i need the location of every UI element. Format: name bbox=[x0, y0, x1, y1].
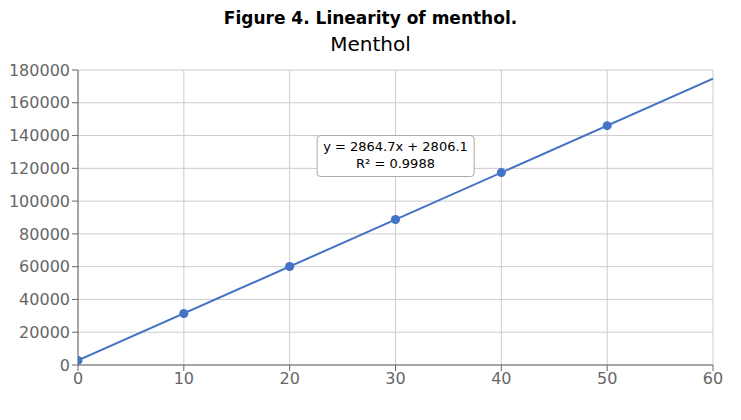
svg-text:40: 40 bbox=[491, 369, 511, 388]
svg-text:60000: 60000 bbox=[19, 257, 70, 276]
svg-text:180000: 180000 bbox=[9, 61, 70, 80]
svg-text:20000: 20000 bbox=[19, 323, 70, 342]
html-text:Menthol: Menthol bbox=[330, 32, 411, 56]
svg-text:0: 0 bbox=[73, 369, 83, 388]
svg-text:20: 20 bbox=[279, 369, 299, 388]
html-text:y = 2864.7x + 2806.1: y = 2864.7x + 2806.1 bbox=[323, 138, 468, 154]
html-text:Figure 4. Linearity of menthol: Figure 4. Linearity of menthol. bbox=[223, 8, 518, 28]
html-text:R² = 0.9988: R² = 0.9988 bbox=[356, 155, 435, 171]
svg-text:60: 60 bbox=[703, 369, 723, 388]
svg-text:0: 0 bbox=[60, 356, 70, 375]
svg-text:30: 30 bbox=[385, 369, 405, 388]
svg-text:160000: 160000 bbox=[9, 93, 70, 112]
svg-text:140000: 140000 bbox=[9, 126, 70, 145]
svg-text:80000: 80000 bbox=[19, 225, 70, 244]
svg-text:100000: 100000 bbox=[9, 192, 70, 211]
svg-text:40000: 40000 bbox=[19, 290, 70, 309]
svg-text:120000: 120000 bbox=[9, 159, 70, 178]
svg-text:10: 10 bbox=[174, 369, 194, 388]
svg-text:50: 50 bbox=[597, 369, 617, 388]
